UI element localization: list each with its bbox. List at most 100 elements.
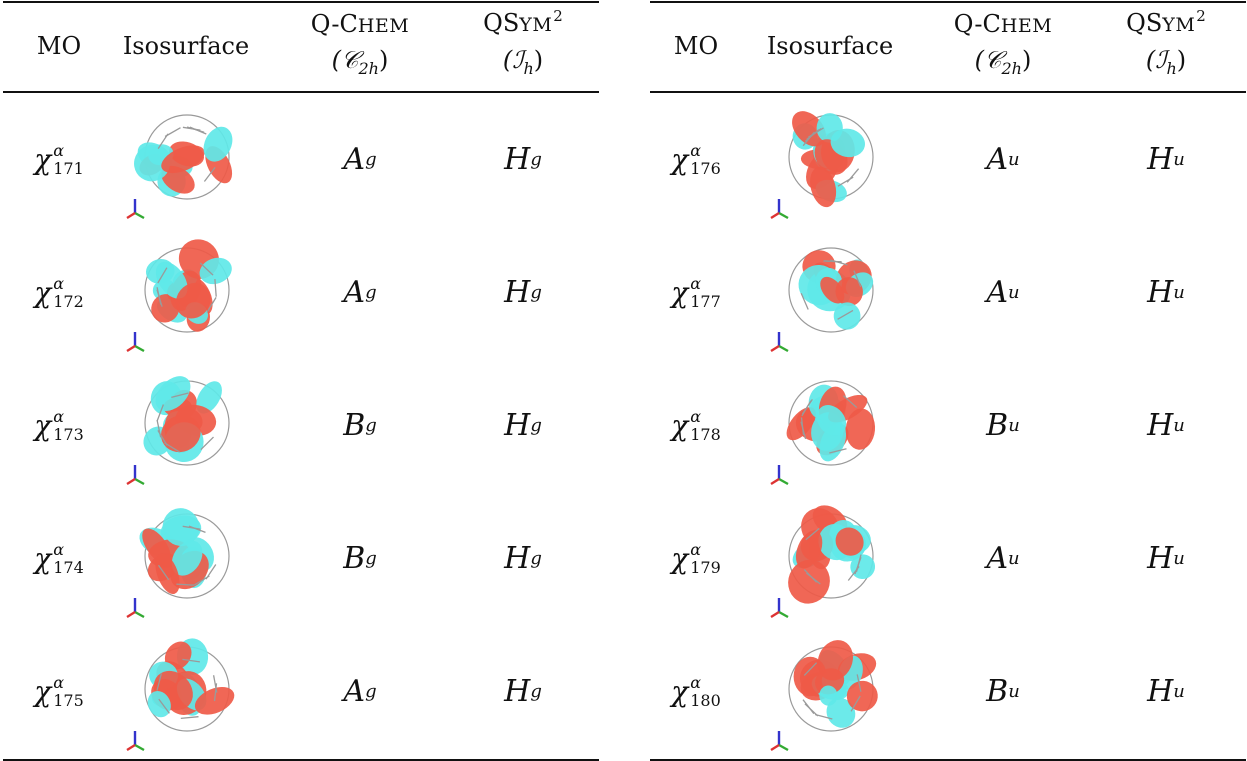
axis-x	[770, 211, 780, 219]
negative-lobe	[833, 301, 861, 330]
axis-x	[126, 477, 136, 485]
bond-line	[837, 309, 854, 320]
isosurface-image	[126, 113, 233, 219]
bond-line	[801, 398, 813, 414]
bottom-rule	[650, 759, 1246, 761]
positive-lobe	[810, 166, 837, 207]
axis-x	[126, 211, 136, 219]
bond-line	[802, 698, 815, 714]
negative-lobe	[816, 404, 847, 436]
negative-lobe	[171, 540, 203, 576]
axis-y	[778, 211, 789, 219]
bond-line	[199, 262, 214, 276]
positive-lobe	[155, 552, 180, 594]
bond-line	[171, 391, 189, 398]
axis-y	[778, 344, 789, 352]
bond-line	[206, 296, 217, 313]
bond-line	[814, 713, 833, 720]
bond-line	[803, 568, 818, 583]
axis-triad-icon	[770, 464, 789, 485]
qchem-group: (𝒞2h)	[974, 45, 1032, 78]
header-isosurface: Isosurface	[766, 32, 894, 60]
header-rule	[3, 91, 599, 93]
axis-y	[778, 610, 789, 618]
negative-lobe	[134, 144, 171, 181]
negative-lobe	[850, 553, 876, 579]
bond-line	[176, 582, 195, 586]
bond-line	[164, 126, 181, 137]
negative-lobe	[826, 697, 856, 728]
axis-x	[770, 477, 780, 485]
mo-label: χ α 171	[34, 140, 84, 178]
axis-x	[126, 344, 136, 352]
qsym-name: QSYM2	[483, 7, 563, 38]
isosurface-cell	[111, 625, 261, 758]
header-qchem: Q-CHEM (𝒞2h)	[928, 0, 1078, 92]
axis-triad-icon	[126, 464, 145, 485]
qchem-name: Q-CHEM	[953, 9, 1053, 38]
positive-lobe	[835, 527, 864, 556]
isosurface-image	[126, 637, 235, 751]
bond-line	[180, 715, 199, 719]
bond-line	[808, 126, 824, 138]
bond-line	[156, 286, 162, 305]
bond-line	[805, 527, 820, 540]
header-qchem: Q-CHEM (𝒞2h)	[285, 0, 435, 92]
cage-outline	[788, 246, 874, 333]
top-rule	[650, 1, 1246, 3]
mo-label: χ α 173	[34, 406, 84, 444]
negative-lobe	[196, 380, 222, 414]
bond-line	[853, 269, 862, 287]
bond-line	[186, 125, 205, 133]
axis-x	[770, 610, 780, 618]
bond-line	[856, 673, 862, 692]
negative-lobe	[155, 261, 188, 299]
positive-lobe	[795, 530, 823, 568]
negative-lobe	[162, 507, 200, 546]
bond-line	[200, 436, 214, 450]
bond-line	[193, 574, 210, 586]
mo-label: χ α 176	[671, 140, 721, 178]
axis-y	[778, 477, 789, 485]
bond-line	[203, 166, 216, 182]
isosurface-cell	[111, 226, 261, 359]
qsym-name: QSYM2	[1126, 7, 1206, 38]
qchem-group: (𝒞2h)	[331, 45, 389, 78]
axis-triad-icon	[126, 730, 145, 751]
qchem-name: Q-CHEM	[310, 9, 410, 38]
axis-triad-icon	[770, 730, 789, 751]
positive-lobe	[845, 407, 876, 450]
axis-y	[134, 477, 145, 485]
isosurface-image	[770, 639, 878, 751]
header-mo: MO	[673, 32, 719, 60]
isosurface-image	[770, 379, 876, 485]
bond-line	[803, 661, 818, 676]
axis-x	[770, 743, 780, 751]
isosurface-image	[770, 110, 874, 219]
axis-x	[126, 610, 136, 618]
axis-x	[770, 344, 780, 352]
isosurface-image	[126, 238, 232, 352]
axis-y	[134, 344, 145, 352]
mo-label: χ α 175	[34, 672, 84, 710]
mo-label: χ α 179	[671, 539, 721, 577]
mo-label: χ α 180	[671, 672, 721, 710]
positive-lobe	[164, 641, 192, 670]
bond-line	[156, 672, 163, 691]
axis-triad-icon	[770, 198, 789, 219]
axis-triad-icon	[126, 331, 145, 352]
negative-lobe	[147, 690, 171, 717]
qsym-group: (ℐh)	[1145, 46, 1187, 78]
bond-line	[213, 682, 218, 701]
isosurface-cell	[755, 492, 905, 625]
